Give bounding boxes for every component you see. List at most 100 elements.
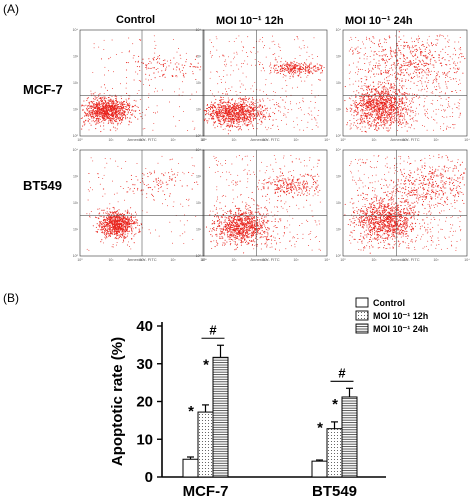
x-tick-label: 10² — [402, 138, 408, 142]
bar-mcf-7-0 — [182, 458, 199, 478]
x-tick-label: 10¹ — [231, 258, 237, 262]
y-tick-label: 10² — [196, 81, 202, 85]
legend: Control MOI 10⁻¹ 12h MOI 10⁻¹ 24h — [355, 297, 428, 334]
legend-label: MOI 10⁻¹ 12h — [373, 311, 428, 321]
panel-a-label: (A) — [3, 2, 19, 16]
x-tick-label: 10² — [262, 138, 268, 142]
row-header-mcf7: MCF-7 — [23, 82, 63, 97]
x-tick-label: 10¹ — [231, 138, 237, 142]
y-axis-title: Apoptotic rate (%) — [109, 337, 126, 466]
flow-plot-frame — [342, 149, 468, 257]
legend-swatch — [355, 310, 369, 321]
category-label: BT549 — [312, 483, 357, 500]
y-tick-label: 30 — [136, 356, 153, 373]
y-tick-label: 10⁰ — [73, 254, 79, 258]
y-tick-label: 10¹ — [196, 108, 202, 112]
flow-dots — [86, 155, 199, 251]
y-tick-label: 10³ — [336, 55, 342, 59]
x-axis-label: Annexin V- FITC — [127, 257, 156, 262]
significance-star: * — [188, 403, 194, 420]
flow-dots — [344, 154, 466, 254]
x-tick-label: 10⁴ — [324, 138, 330, 142]
significance-hash: # — [209, 322, 217, 337]
y-tick-label: 10⁰ — [196, 254, 202, 258]
x-tick-label: 10⁰ — [200, 258, 206, 262]
y-tick-label: 10² — [336, 201, 342, 205]
bar-mcf-7-2 — [212, 356, 229, 478]
y-tick-label: 10¹ — [73, 228, 79, 232]
y-tick-label: 10¹ — [336, 228, 342, 232]
y-tick-label: 10⁰ — [73, 134, 79, 138]
x-tick-label: 10⁴ — [464, 138, 470, 142]
column-header-moi-24h: MOI 10⁻¹ 24h — [345, 15, 413, 27]
x-tick-label: 10⁰ — [77, 138, 83, 142]
x-axis-label: Annexin V- FITC — [250, 137, 279, 142]
y-tick-label: 10⁴ — [196, 148, 202, 152]
bar-bt549-0 — [311, 460, 328, 478]
x-tick-label: 10³ — [433, 258, 439, 262]
x-tick-label: 10¹ — [108, 138, 114, 142]
y-tick-label: 20 — [136, 394, 153, 411]
flow-dots — [203, 35, 325, 135]
bar-bt549-1 — [326, 428, 343, 478]
category-label: MCF-7 — [183, 483, 229, 500]
y-tick-label: 10³ — [196, 55, 202, 59]
y-tick-label: 10 — [136, 431, 153, 448]
x-tick-label: 10⁰ — [340, 138, 346, 142]
flow-dots — [80, 35, 202, 133]
x-tick-label: 10² — [139, 258, 145, 262]
y-tick-label: 10² — [73, 81, 79, 85]
legend-label: Control — [373, 298, 405, 308]
y-tick-label: 10⁴ — [73, 28, 79, 32]
x-axis-label: Annexin V- FITC — [127, 137, 156, 142]
x-tick-label: 10² — [139, 138, 145, 142]
x-tick-label: 10³ — [170, 138, 176, 142]
x-tick-label: 10⁰ — [200, 138, 206, 142]
x-tick-label: 10⁴ — [201, 138, 207, 142]
x-axis-label: Annexin V- FITC — [250, 257, 279, 262]
significance-star: * — [203, 356, 209, 373]
y-tick-label: 10² — [196, 201, 202, 205]
y-tick-label: 40 — [136, 318, 153, 335]
x-tick-label: 10² — [262, 258, 268, 262]
x-tick-label: 10¹ — [371, 138, 377, 142]
y-tick-label: 10⁴ — [336, 148, 342, 152]
bar-chart: 0 10 20 30 40 Apoptotic rate (%) * * # MCF-7 * * # BT… — [0, 290, 472, 500]
y-tick-label: 10¹ — [196, 228, 202, 232]
x-axis-label: Annexin V- FITC — [390, 257, 419, 262]
legend-label: MOI 10⁻¹ 24h — [373, 324, 428, 334]
y-tick-label: 10⁰ — [336, 254, 342, 258]
significance-star: * — [332, 396, 338, 413]
x-tick-label: 10³ — [293, 258, 299, 262]
y-tick-label: 10⁴ — [73, 148, 79, 152]
column-header-moi-12h: MOI 10⁻¹ 12h — [216, 15, 284, 27]
x-tick-label: 10² — [402, 258, 408, 262]
y-tick-label: 10⁴ — [196, 28, 202, 32]
y-tick-label: 10² — [336, 81, 342, 85]
significance-hash: # — [338, 365, 346, 380]
x-tick-label: 10⁰ — [77, 258, 83, 262]
y-tick-label: 10³ — [73, 175, 79, 179]
y-tick-label: 10² — [73, 201, 79, 205]
flow-cytometry-grid: 10⁰ 10⁰ 10¹ 10¹ 10² 10² 10³ 10³ 10⁴ 10⁴ Annexin V-… — [73, 28, 471, 262]
flow-plot-frame — [202, 29, 328, 137]
x-tick-label: 10¹ — [108, 258, 114, 262]
y-tick-label: 10⁰ — [196, 134, 202, 138]
legend-swatch — [355, 297, 369, 308]
x-axis-label: Annexin V- FITC — [390, 137, 419, 142]
flow-dots — [205, 154, 321, 254]
legend-swatch — [355, 323, 369, 334]
y-tick-label: 10¹ — [336, 108, 342, 112]
panel-b-label: (B) — [3, 291, 19, 305]
x-tick-label: 10⁴ — [324, 258, 330, 262]
y-tick-label: 10⁴ — [336, 28, 342, 32]
x-tick-label: 10⁴ — [201, 258, 207, 262]
bar-bt549-2 — [341, 396, 358, 478]
y-tick-label: 10³ — [196, 175, 202, 179]
